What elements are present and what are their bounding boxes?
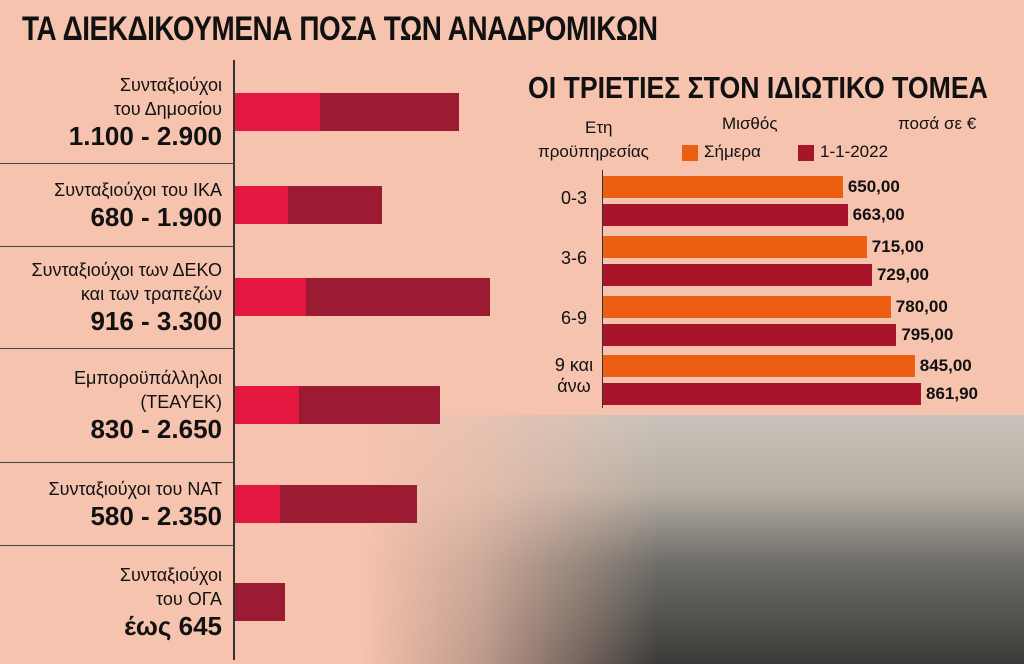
category-name-line: Συνταξιούχοι: [119, 74, 222, 95]
seniority-label-2: 6-9: [547, 308, 601, 329]
category-name-line: Συνταξιούχοι: [119, 565, 222, 585]
salary-bar: [603, 324, 897, 346]
category-range-label: 916 - 3.300: [90, 306, 222, 336]
seniority-label-line: 3-6: [560, 248, 587, 268]
category-name-line: και των τραπεζών: [80, 284, 222, 304]
bar-min-segment: [235, 386, 300, 424]
bar-max-segment: [320, 92, 460, 131]
salary-bar: [603, 236, 867, 258]
legend-label-future: 1-1-2022: [820, 142, 889, 161]
category-name-line: (ΤΕΑΥΕΚ): [140, 392, 222, 412]
salary-bar: [603, 355, 915, 377]
category-name-line: Συνταξιούχοι των ΔΕΚΟ: [31, 260, 222, 280]
category-header-2: προϋπηρεσίας: [538, 142, 649, 161]
seniority-label-0: 0-3: [547, 188, 601, 209]
panel-title: ΟΙ ΤΡΙΕΤΙΕΣ ΣΤΟΝ ΙΔΙΩΤΙΚΟ ΤΟΜΕΑ: [528, 70, 988, 105]
bar-min-segment: [235, 92, 320, 131]
seniority-label-line: 6-9: [560, 308, 587, 328]
salary-value-label: 780,00: [895, 297, 948, 316]
bar-min-segment: [235, 278, 306, 316]
seniority-label-line: 9 και: [554, 355, 594, 375]
bar-max-segment: [235, 583, 285, 621]
bar-min-segment: [235, 484, 280, 523]
category-label-0: Συνταξιούχοι του Δημοσίου 1.100 - 2.900: [0, 73, 222, 151]
category-name-line: Συνταξιούχοι του ΙΚΑ: [54, 179, 222, 200]
bar-max-segment: [305, 278, 490, 316]
salary-bar: [603, 296, 891, 318]
bar-min-segment: [235, 185, 288, 224]
category-label-3: Εμποροϋπάλληλοι (ΤΕΑΥΕΚ) 830 - 2.650: [0, 366, 222, 444]
value-header: Μισθός: [722, 114, 778, 133]
row-divider: [0, 163, 234, 164]
category-range-label: 830 - 2.650: [90, 414, 222, 444]
category-range-label: έως 645: [124, 611, 222, 641]
seniority-label-line: άνω: [557, 376, 591, 396]
category-name-line: του ΟΓΑ: [156, 589, 222, 609]
category-label-1: Συνταξιούχοι του ΙΚΑ 680 - 1.900: [0, 178, 222, 232]
category-range-label: 1.100 - 2.900: [68, 120, 222, 151]
salary-value-label: 729,00: [876, 265, 929, 284]
bar-max-segment: [287, 185, 382, 224]
right-axis-line: [602, 170, 603, 408]
legend-label-today: Σήμερα: [704, 142, 761, 161]
salary-value-label: 715,00: [871, 237, 924, 256]
legend-swatch-today: [682, 145, 698, 161]
category-name-line: του Δημοσίου: [113, 98, 222, 119]
category-header-1: Ετη: [585, 118, 613, 137]
left-axis-line: [233, 60, 235, 660]
row-divider: [0, 348, 234, 349]
row-divider: [0, 246, 234, 247]
bar-max-segment: [299, 386, 440, 424]
seniority-label-1: 3-6: [547, 248, 601, 269]
salary-bar: [603, 176, 843, 198]
photo-fade: [360, 400, 660, 664]
seniority-label-3: 9 και άνω: [547, 355, 601, 397]
bar-max-segment: [279, 484, 417, 523]
category-label-4: Συνταξιούχοι του ΝΑΤ 580 - 2.350: [0, 477, 223, 531]
legend-swatch-future: [798, 145, 814, 161]
category-name-line: Εμποροϋπάλληλοι: [74, 368, 222, 388]
salary-bar: [603, 204, 848, 226]
salary-value-label: 795,00: [901, 325, 954, 344]
salary-bar: [603, 383, 921, 405]
category-label-2: Συνταξιούχοι των ΔΕΚΟ και των τραπεζών 916…: [0, 258, 222, 336]
category-range-label: 580 - 2.350: [90, 500, 222, 531]
salary-value-label: 845,00: [919, 356, 972, 375]
main-title: ΤΑ ΔΙΕΚΔΙΚΟΥΜΕΝΑ ΠΟΣΑ ΤΩΝ ΑΝΑΔΡΟΜΙΚΩΝ: [22, 10, 658, 48]
salary-value-label: 650,00: [847, 177, 900, 196]
category-range-label: 680 - 1.900: [90, 201, 222, 232]
salary-value-label: 663,00: [852, 205, 905, 224]
row-divider: [0, 462, 234, 463]
salary-bar: [603, 264, 872, 286]
row-divider: [0, 545, 234, 546]
unit-note: ποσά σε €: [898, 114, 977, 133]
seniority-label-line: 0-3: [560, 188, 587, 208]
salary-value-label: 861,90: [926, 384, 978, 403]
category-label-5: Συνταξιούχοι του ΟΓΑ έως 645: [0, 563, 222, 641]
category-name-line: Συνταξιούχοι του ΝΑΤ: [48, 478, 223, 499]
